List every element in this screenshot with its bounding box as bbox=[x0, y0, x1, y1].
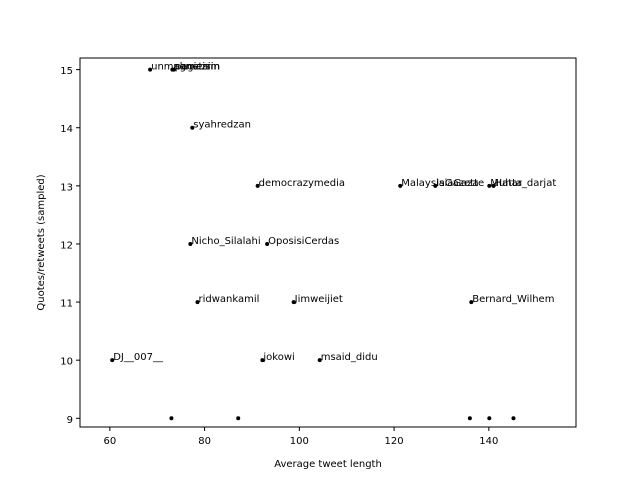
data-point-label: Muhar_darjat bbox=[490, 178, 556, 189]
plot-frame bbox=[79, 57, 577, 428]
data-point bbox=[433, 183, 438, 188]
y-tick-label: 10 bbox=[60, 357, 73, 368]
x-tick-label: 100 bbox=[290, 436, 309, 447]
data-point-label: OposisiCerdas bbox=[268, 236, 339, 247]
data-point-label: unmagnetism bbox=[151, 62, 220, 73]
data-point-label: Bernard_Wilhem bbox=[472, 294, 554, 305]
data-point-label: syahredzan bbox=[193, 120, 251, 131]
data-point bbox=[291, 300, 296, 305]
data-point-label: Hatta bbox=[495, 178, 523, 189]
x-tick-label: 60 bbox=[103, 436, 116, 447]
data-point bbox=[171, 67, 176, 72]
data-point bbox=[398, 183, 403, 188]
data-point bbox=[317, 358, 322, 363]
data-point bbox=[195, 300, 200, 305]
y-tick-label: 15 bbox=[60, 66, 73, 77]
data-point bbox=[255, 183, 260, 188]
x-axis-ticks: 60 80 100 120 140 bbox=[103, 427, 498, 447]
data-point-label: MalaysiaGazette bbox=[401, 178, 484, 189]
data-point-label: IsiaGaza bbox=[436, 178, 478, 189]
data-point bbox=[236, 416, 241, 421]
data-point-label: nkmazrin bbox=[173, 62, 219, 73]
data-point bbox=[110, 358, 115, 363]
y-axis-ticks: 9 10 11 12 13 14 15 bbox=[60, 66, 80, 426]
data-point bbox=[511, 416, 516, 421]
plot-background bbox=[80, 58, 576, 427]
y-tick-label: 11 bbox=[60, 299, 73, 310]
data-point-label: jokowi bbox=[262, 352, 294, 363]
y-tick-label: 14 bbox=[60, 124, 73, 135]
x-tick-label: 140 bbox=[479, 436, 498, 447]
data-point bbox=[169, 416, 174, 421]
data-point-label: msaid_didu bbox=[321, 352, 378, 363]
y-tick-label: 12 bbox=[60, 240, 73, 251]
x-tick-label: 80 bbox=[198, 436, 211, 447]
data-point-label: democrazymedia bbox=[259, 178, 345, 189]
data-point bbox=[260, 358, 265, 363]
data-point bbox=[487, 416, 492, 421]
data-point bbox=[491, 183, 496, 188]
y-axis-label: Quotes/retweets (sampled) bbox=[36, 174, 47, 310]
data-point-label: pagiesi bbox=[175, 62, 211, 73]
data-point bbox=[148, 67, 153, 72]
data-point-label: Nicho_Silalahi bbox=[191, 236, 260, 247]
data-points bbox=[110, 67, 516, 421]
y-tick-label: 9 bbox=[67, 415, 73, 426]
data-point bbox=[190, 125, 195, 130]
x-axis-label: Average tweet length bbox=[274, 459, 382, 470]
data-point bbox=[467, 416, 472, 421]
data-point bbox=[487, 183, 492, 188]
data-point bbox=[469, 300, 474, 305]
y-tick-label: 13 bbox=[60, 182, 73, 193]
data-point-label: DJ__007__ bbox=[113, 352, 164, 363]
data-point-label: ridwankamil bbox=[198, 294, 259, 305]
data-point-label: Jimweijiet bbox=[294, 294, 343, 305]
x-tick-label: 120 bbox=[385, 436, 404, 447]
data-point bbox=[265, 241, 270, 246]
data-point bbox=[188, 241, 193, 246]
